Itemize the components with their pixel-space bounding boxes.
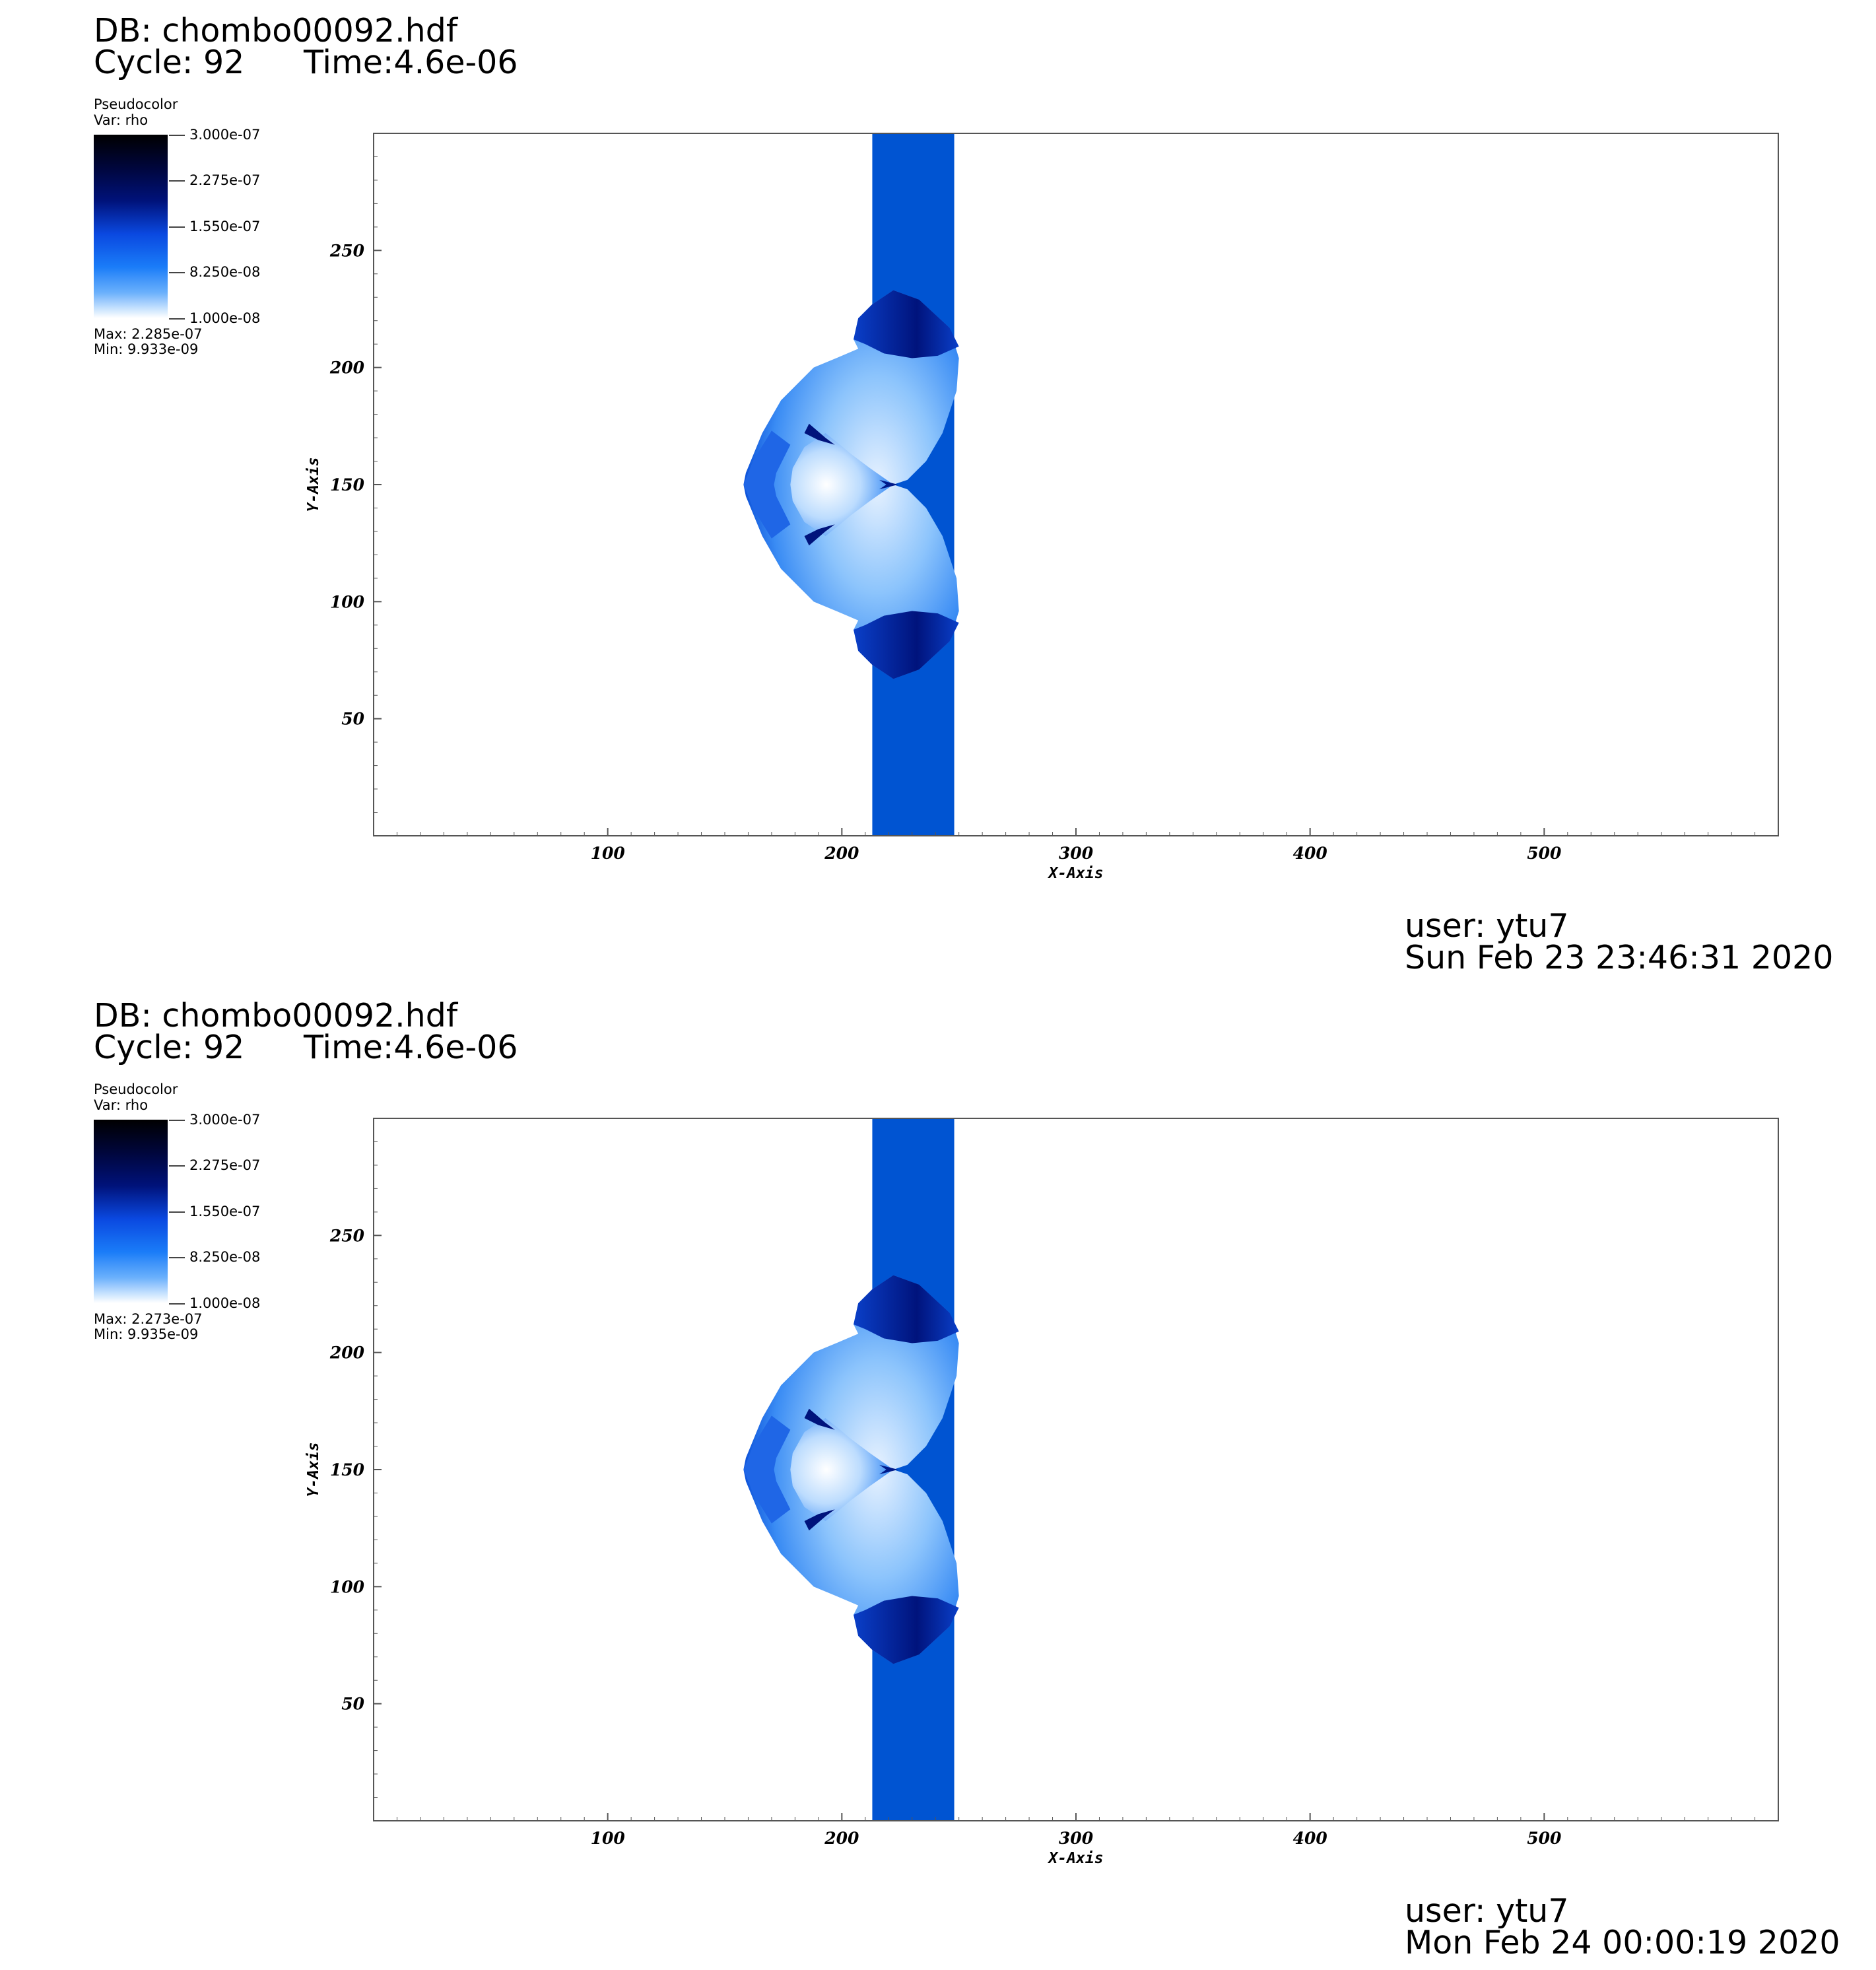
colorbar-label: 2.275e-07 [189, 1157, 261, 1173]
user-label: user: ytu7 [1405, 907, 1569, 945]
legend-min: Min: 9.933e-09 [94, 341, 199, 357]
colorbar-label: 3.000e-07 [189, 127, 261, 143]
colorbar-label: 1.000e-08 [189, 1295, 261, 1311]
y-tick-label: 100 [330, 1577, 365, 1596]
colorbar [94, 1120, 168, 1303]
colorbar-tick [169, 272, 185, 273]
legend-max: Max: 2.273e-07 [94, 1311, 203, 1327]
y-tick-label: 200 [329, 1343, 365, 1363]
left-shell [743, 1415, 791, 1524]
x-tick-label: 400 [1293, 844, 1328, 863]
x-axis-title: X-Axis [1047, 865, 1103, 882]
cusp [879, 479, 898, 490]
lower-filament [804, 524, 835, 546]
colorbar-label: 1.550e-07 [189, 1204, 261, 1219]
y-axis-title: Y-Axis [305, 1442, 322, 1497]
y-tick-label: 250 [329, 1226, 365, 1245]
colorbar-label: 2.275e-07 [189, 172, 261, 188]
time-label: Time:4.6e-06 [304, 1029, 518, 1066]
y-tick-label: 150 [330, 1460, 365, 1479]
y-tick-label: 150 [330, 475, 365, 494]
plot-panel-2: DB: chombo00092.hdf Cycle: 92 Time:4.6e-… [0, 985, 1876, 1970]
x-tick-label: 100 [591, 1829, 626, 1848]
left-shell [743, 430, 791, 539]
inner-core [790, 432, 894, 537]
colorbar-tick [169, 1257, 185, 1258]
y-tick-label: 250 [329, 241, 365, 260]
colorbar-tick [169, 1165, 185, 1167]
y-tick-label: 50 [341, 1695, 364, 1714]
x-tick-label: 100 [591, 844, 626, 863]
colorbar-tick [169, 1303, 185, 1305]
y-tick-label: 200 [329, 358, 365, 378]
date-label: Sun Feb 23 23:46:31 2020 [1405, 939, 1834, 976]
cusp [879, 1464, 898, 1475]
cycle-label: Cycle: 92 [94, 44, 245, 81]
legend-var: Var: rho [94, 112, 149, 128]
y-tick-label: 50 [341, 710, 364, 729]
upper-filament [804, 423, 835, 445]
x-tick-label: 500 [1527, 1829, 1562, 1848]
colorbar-tick [169, 226, 185, 228]
x-axis-title: X-Axis [1047, 1850, 1103, 1867]
legend-title: Pseudocolor [94, 96, 178, 112]
colorbar-label: 1.000e-08 [189, 310, 261, 326]
upper-lobe [854, 1275, 959, 1343]
db-title: DB: chombo00092.hdf [94, 12, 458, 50]
inner-core [790, 1417, 894, 1522]
lower-filament [804, 1509, 835, 1531]
legend-title: Pseudocolor [94, 1081, 178, 1097]
x-tick-label: 300 [1059, 844, 1094, 863]
plot-frame [373, 1118, 1779, 1821]
date-label: Mon Feb 24 00:00:19 2020 [1405, 1924, 1840, 1961]
legend-var: Var: rho [94, 1097, 149, 1113]
db-title: DB: chombo00092.hdf [94, 997, 458, 1035]
plot-panel-1: DB: chombo00092.hdf Cycle: 92 Time:4.6e-… [94, 12, 1834, 976]
colorbar-tick [169, 1120, 185, 1121]
colorbar-label: 3.000e-07 [189, 1112, 261, 1128]
colorbar-tick [169, 1211, 185, 1213]
legend-min: Min: 9.935e-09 [94, 1326, 199, 1342]
time-label: Time:4.6e-06 [304, 44, 518, 81]
x-tick-label: 200 [824, 1829, 859, 1848]
cycle-label: Cycle: 92 [94, 1029, 245, 1066]
colorbar-tick [169, 318, 185, 320]
colorbar-tick [169, 135, 185, 136]
user-label: user: ytu7 [1405, 1892, 1569, 1930]
legend-max: Max: 2.285e-07 [94, 326, 203, 342]
pseudocolor-plot: 100 200 300 400 500 50 100 150 200 250 X-Axis Y-Axi… [305, 1118, 1779, 1867]
colorbar-tick [169, 180, 185, 182]
colorbar-label: 1.550e-07 [189, 219, 261, 234]
pseudocolor-plot: 100 200 300 400 500 50 100 150 200 250 X-Axis Y-Axi… [305, 133, 1779, 882]
x-tick-label: 300 [1059, 1829, 1094, 1848]
colorbar-label: 8.250e-08 [189, 1249, 261, 1265]
upper-lobe [854, 290, 959, 358]
upper-filament [804, 1408, 835, 1430]
y-axis-title: Y-Axis [305, 457, 322, 512]
lower-lobe [854, 1596, 959, 1664]
colorbar [94, 135, 168, 318]
lower-lobe [854, 611, 959, 679]
x-tick-label: 400 [1293, 1829, 1328, 1848]
colorbar-label: 8.250e-08 [189, 264, 261, 280]
x-tick-label: 500 [1527, 844, 1562, 863]
plot-frame [373, 133, 1779, 836]
x-tick-label: 200 [824, 844, 859, 863]
y-tick-label: 100 [330, 592, 365, 611]
